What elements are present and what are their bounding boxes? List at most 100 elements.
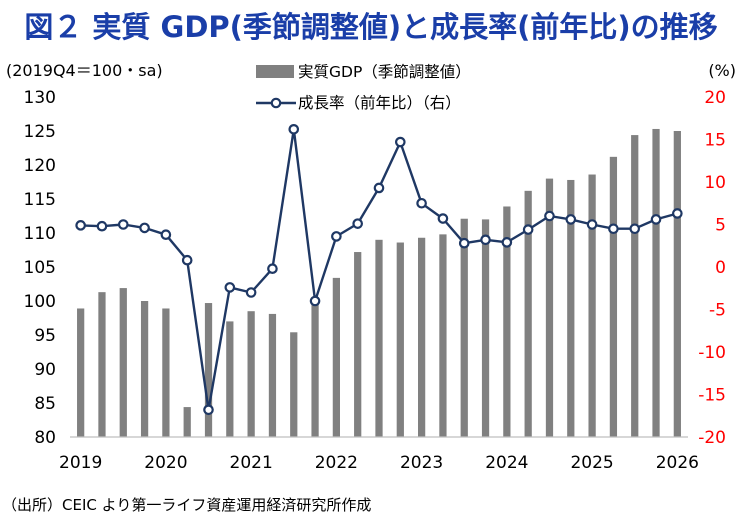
gdp-bar <box>460 218 468 437</box>
gdp-bar <box>77 308 85 437</box>
right-tick-label: -15 <box>698 386 726 406</box>
legend: 実質GDP（季節調整値） 成長率（前年比）（右） <box>256 63 471 112</box>
gdp-bar <box>375 239 383 437</box>
x-tick-label: 2022 <box>315 453 358 473</box>
right-tick-label: 20 <box>704 88 726 108</box>
gdp-bar <box>140 301 149 437</box>
growth-point <box>416 197 427 209</box>
growth-point <box>96 220 108 232</box>
right-tick-label: 0 <box>715 258 726 278</box>
gdp-bar <box>524 190 532 437</box>
growth-point <box>160 229 172 240</box>
left-tick-label: 80 <box>34 428 56 448</box>
growth-point <box>224 282 236 293</box>
growth-point <box>672 208 683 219</box>
x-tick-label: 2023 <box>400 453 443 473</box>
gdp-bars <box>77 128 681 437</box>
growth-point <box>117 219 129 230</box>
growth-point <box>629 223 641 235</box>
left-tick-label: 110 <box>24 224 56 244</box>
gdp-bar <box>673 131 681 437</box>
gdp-bar <box>119 288 127 437</box>
gdp-bar <box>247 311 255 437</box>
gdp-bar <box>226 321 234 437</box>
gdp-bar <box>311 299 319 437</box>
gdp-bar <box>98 292 106 437</box>
left-tick-label: 95 <box>34 326 56 346</box>
gdp-bar <box>204 303 213 437</box>
growth-point <box>267 263 278 274</box>
gdp-bar <box>503 206 511 437</box>
legend-line-label: 成長率（前年比）（右） <box>298 94 461 112</box>
legend-bar-label: 実質GDP（季節調整値） <box>298 63 471 81</box>
left-tick-label: 120 <box>24 156 56 176</box>
growth-point <box>458 237 470 249</box>
x-tick-label: 2020 <box>144 453 187 473</box>
x-tick-label: 2025 <box>570 453 613 473</box>
left-tick-label: 130 <box>24 88 56 108</box>
growth-point <box>75 220 86 231</box>
right-axis: 20 15 10 5 0 -5 -10 -15 -20 <box>698 88 726 448</box>
growth-point <box>309 295 321 307</box>
growth-point <box>203 404 214 416</box>
growth-point <box>181 254 193 266</box>
gdp-bar <box>162 308 170 437</box>
growth-point <box>565 214 577 225</box>
gdp-bar <box>417 237 426 437</box>
gdp-bar <box>332 277 341 437</box>
growth-point <box>373 182 385 194</box>
growth-point <box>586 219 598 230</box>
left-tick-label: 100 <box>24 292 56 312</box>
left-axis-label: (2019Q4＝100・sa) <box>6 61 163 80</box>
left-tick-label: 105 <box>24 258 56 278</box>
right-tick-label: -10 <box>698 343 726 363</box>
x-tick-label: 2024 <box>485 453 528 473</box>
growth-point <box>501 237 513 248</box>
gdp-bar <box>588 174 596 437</box>
legend-line-marker <box>270 97 282 109</box>
gdp-bar <box>545 178 554 437</box>
growth-point <box>544 210 555 222</box>
left-tick-label: 90 <box>34 360 56 380</box>
gdp-bar <box>609 156 618 437</box>
x-tick-label: 2019 <box>59 453 102 473</box>
growth-point <box>480 234 491 246</box>
gdp-bar <box>268 313 277 437</box>
gdp-bar <box>290 332 298 437</box>
gdp-bar <box>354 252 362 437</box>
gdp-bar <box>439 234 447 437</box>
gdp-bar <box>631 135 639 437</box>
x-tick-label: 2021 <box>230 453 273 473</box>
gdp-bar <box>183 407 191 437</box>
growth-point <box>245 287 257 298</box>
growth-point <box>395 136 406 148</box>
gdp-bar <box>567 179 575 437</box>
right-tick-label: 5 <box>715 216 726 236</box>
right-tick-label: -20 <box>698 428 726 448</box>
gdp-bar <box>652 128 660 437</box>
gdp-bar <box>481 219 490 437</box>
growth-point <box>331 231 342 242</box>
gdp-bar <box>396 242 404 437</box>
x-tick-label: 2026 <box>656 453 699 473</box>
growth-line <box>75 124 683 416</box>
left-tick-label: 85 <box>34 394 56 414</box>
left-tick-label: 115 <box>24 190 56 210</box>
legend-bar-swatch <box>256 65 294 78</box>
growth-point <box>650 214 662 225</box>
right-tick-label: 10 <box>704 173 726 193</box>
source-note: （出所）CEIC より第一ライフ資産運用経済研究所作成 <box>2 496 372 514</box>
growth-point <box>437 213 449 224</box>
right-tick-label: 15 <box>704 131 726 151</box>
left-axis: 130 125 120 115 110 105 100 95 90 85 80 <box>24 88 56 448</box>
growth-point <box>352 218 363 229</box>
growth-point <box>288 124 300 135</box>
growth-point <box>522 224 534 235</box>
growth-point <box>139 222 150 234</box>
growth-point <box>608 223 619 235</box>
right-tick-label: -5 <box>709 301 726 321</box>
right-axis-label: (%) <box>708 61 736 80</box>
left-tick-label: 125 <box>24 122 56 142</box>
x-axis: 2019 2020 2021 2022 2023 2024 2025 2026 <box>59 436 699 473</box>
